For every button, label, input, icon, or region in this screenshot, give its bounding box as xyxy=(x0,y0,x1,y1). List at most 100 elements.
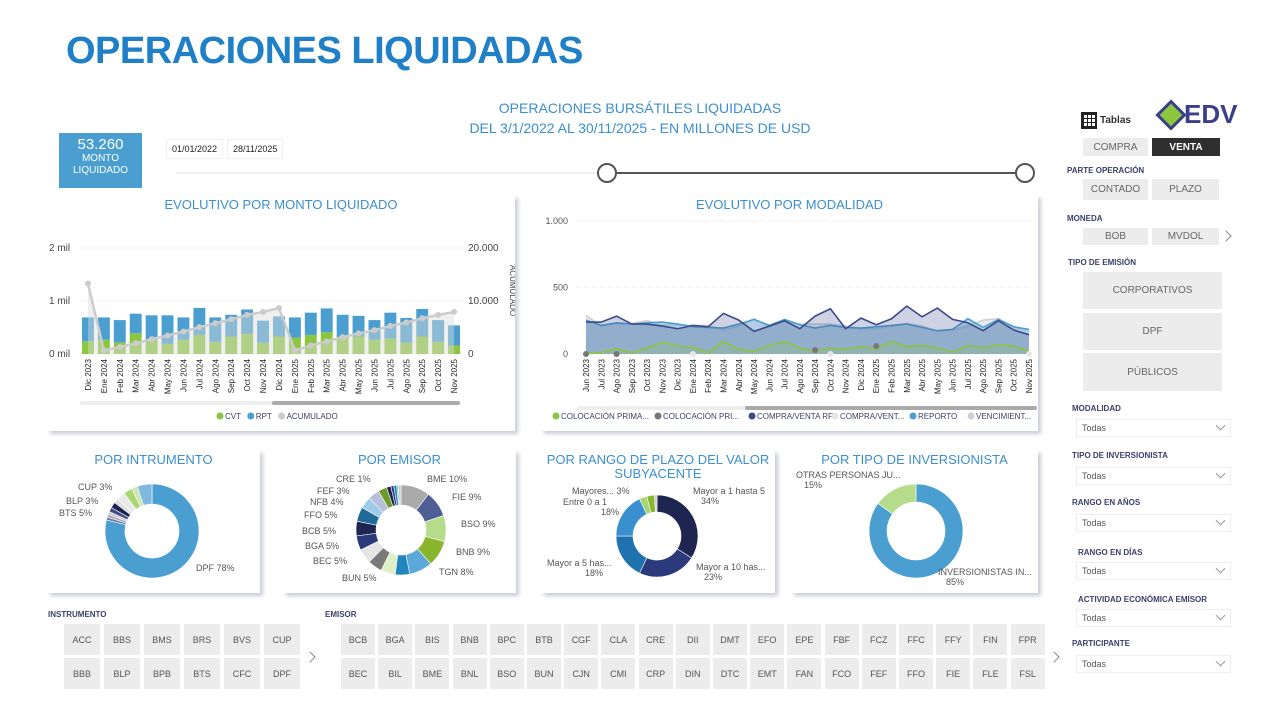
emisor-option[interactable]: DIN xyxy=(675,658,710,689)
filter-dropdown[interactable]: Todas xyxy=(1076,419,1231,437)
x-tick-label: Jul 2025 xyxy=(964,358,973,389)
filter-dropdown[interactable]: Todas xyxy=(1076,467,1231,485)
emisor-option[interactable]: BME xyxy=(415,658,450,689)
emisor-option[interactable]: BNB xyxy=(452,624,487,655)
instrumento-option[interactable]: BMS xyxy=(144,624,180,655)
instrumento-option[interactable]: BBB xyxy=(64,658,100,689)
emisor-option[interactable]: FEF xyxy=(861,658,896,689)
emisor-option[interactable]: FIN xyxy=(973,624,1008,655)
chart-title: POR INTRUMENTO xyxy=(94,452,213,467)
x-tick-label: Oct 2024 xyxy=(826,358,835,391)
emisor-option[interactable]: BEC xyxy=(341,658,375,689)
emisor-option[interactable]: BGA xyxy=(378,624,413,655)
bar-cvt xyxy=(225,336,238,354)
instrumento-option[interactable]: BTS xyxy=(184,658,220,689)
x-tick-label: Nov 2024 xyxy=(842,358,851,393)
instrumento-option[interactable]: BPB xyxy=(144,658,180,689)
emisor-option[interactable]: CRE xyxy=(638,624,673,655)
emisor-option[interactable]: EFO xyxy=(750,624,785,655)
y-tick-label: 1 mil xyxy=(49,296,70,307)
emisor-option[interactable]: DTC xyxy=(713,658,747,689)
tablas-link[interactable]: Tablas xyxy=(1100,115,1131,126)
emisor-option[interactable]: FCO xyxy=(824,658,859,689)
chart-monto-liquidado: EVOLUTIVO POR MONTO LIQUIDADO 0 mil 0 1 mi… xyxy=(47,195,515,431)
legend-marker xyxy=(967,412,975,420)
table-grid-icon[interactable] xyxy=(1081,112,1097,129)
emisor-option[interactable]: FLE xyxy=(973,658,1008,689)
acumulado-point xyxy=(355,330,362,337)
x-tick-label: Abr 2024 xyxy=(735,358,744,391)
chart-title: EVOLUTIVO POR MONTO LIQUIDADO xyxy=(164,197,398,212)
emisor-option[interactable]: FFC xyxy=(899,624,933,655)
date-start-input[interactable]: 01/01/2022 xyxy=(166,139,224,159)
series-line xyxy=(586,340,1030,354)
filter-dropdown[interactable]: Todas xyxy=(1076,562,1231,580)
emisor-option[interactable]: BPC xyxy=(489,624,524,655)
emisor-option[interactable]: BIS xyxy=(415,624,450,655)
venta-button[interactable]: VENTA xyxy=(1152,138,1220,156)
instrumento-label: INSTRUMENTO xyxy=(48,610,107,619)
emisor-label: EMISOR xyxy=(325,610,357,619)
filter-label: MODALIDAD xyxy=(1072,404,1121,413)
emisor-option[interactable]: DII xyxy=(675,624,710,655)
donut-label: Entre 0 a 1 18% xyxy=(563,497,620,517)
instrumento-option[interactable]: BBS xyxy=(104,624,140,655)
emisor-option[interactable]: FSL xyxy=(1010,658,1045,689)
scrollbar-thumb xyxy=(745,406,1037,410)
emisor-option[interactable]: FIE xyxy=(936,658,971,689)
emisor-option[interactable]: DMT xyxy=(713,624,747,655)
emisor-option[interactable]: FCZ xyxy=(861,624,896,655)
emisor-option[interactable]: FFO xyxy=(899,658,933,689)
emisor-option[interactable]: BTB xyxy=(527,624,561,655)
emisor-option[interactable]: BNL xyxy=(452,658,487,689)
emisor-option[interactable]: BSO xyxy=(489,658,524,689)
moneda-next-chevron-icon[interactable] xyxy=(1220,230,1232,242)
emisor-option[interactable]: BUN xyxy=(527,658,561,689)
dpf-button[interactable]: DPF xyxy=(1083,313,1222,350)
instrumento-option[interactable]: ACC xyxy=(64,624,100,655)
emisor-option[interactable]: CJN xyxy=(564,658,599,689)
instrumento-option[interactable]: BVS xyxy=(224,624,260,655)
filter-dropdown[interactable]: Todas xyxy=(1076,609,1231,627)
x-tick-label: Oct 2025 xyxy=(1010,358,1019,391)
compra-button[interactable]: COMPRA xyxy=(1083,138,1148,156)
instrumento-option[interactable]: BLP xyxy=(104,658,140,689)
corporativos-button[interactable]: CORPORATIVOS xyxy=(1083,272,1222,309)
instrumento-option[interactable]: DPF xyxy=(264,658,300,689)
donut-label: BSO 9% xyxy=(461,519,496,529)
emisor-option[interactable]: FPR xyxy=(1010,624,1045,655)
emisor-option[interactable]: FFY xyxy=(936,624,971,655)
subtitle-line-2: DEL 3/1/2022 AL 30/11/2025 - EN MILLONES… xyxy=(469,120,811,136)
instrumento-option[interactable]: BRS xyxy=(184,624,220,655)
date-slider-end-handle[interactable] xyxy=(1015,163,1035,183)
bob-button[interactable]: BOB xyxy=(1083,228,1148,245)
mvdol-button[interactable]: MVDOL xyxy=(1152,228,1219,245)
kpi-label-2: LIQUIDADO xyxy=(72,165,128,176)
emisor-option[interactable]: CRP xyxy=(638,658,673,689)
publicos-button[interactable]: PÚBLICOS xyxy=(1083,353,1222,391)
emisor-option[interactable]: CGF xyxy=(564,624,599,655)
emisor-option[interactable]: EPE xyxy=(787,624,822,655)
emisor-option[interactable]: FAN xyxy=(787,658,822,689)
filter-dropdown[interactable]: Todas xyxy=(1076,514,1231,532)
plazo-button[interactable]: PLAZO xyxy=(1152,179,1219,200)
date-slider-start-handle[interactable] xyxy=(597,163,617,183)
emisor-option[interactable]: CMI xyxy=(601,658,636,689)
instrumento-next-chevron-icon[interactable] xyxy=(304,651,316,663)
contado-button[interactable]: CONTADO xyxy=(1083,179,1148,200)
emisor-option[interactable]: BCB xyxy=(341,624,375,655)
emisor-option[interactable]: BIL xyxy=(378,658,413,689)
bar-rpt xyxy=(97,317,110,340)
emisor-next-chevron-icon[interactable] xyxy=(1048,651,1060,663)
filter-label: RANGO EN DÍAS xyxy=(1078,548,1143,557)
filter-dropdown[interactable]: Todas xyxy=(1076,655,1231,673)
instrumento-option[interactable]: CUP xyxy=(264,624,300,655)
emisor-option[interactable]: EMT xyxy=(750,658,785,689)
y-tick-label: 500 xyxy=(553,283,568,293)
emisor-option[interactable]: FBF xyxy=(824,624,859,655)
emisor-option[interactable]: CLA xyxy=(601,624,636,655)
bar-cvt xyxy=(161,343,174,354)
instrumento-option[interactable]: CFC xyxy=(224,658,260,689)
legend-label: CVT xyxy=(225,412,241,421)
date-end-input[interactable]: 28/11/2025 xyxy=(227,139,284,159)
